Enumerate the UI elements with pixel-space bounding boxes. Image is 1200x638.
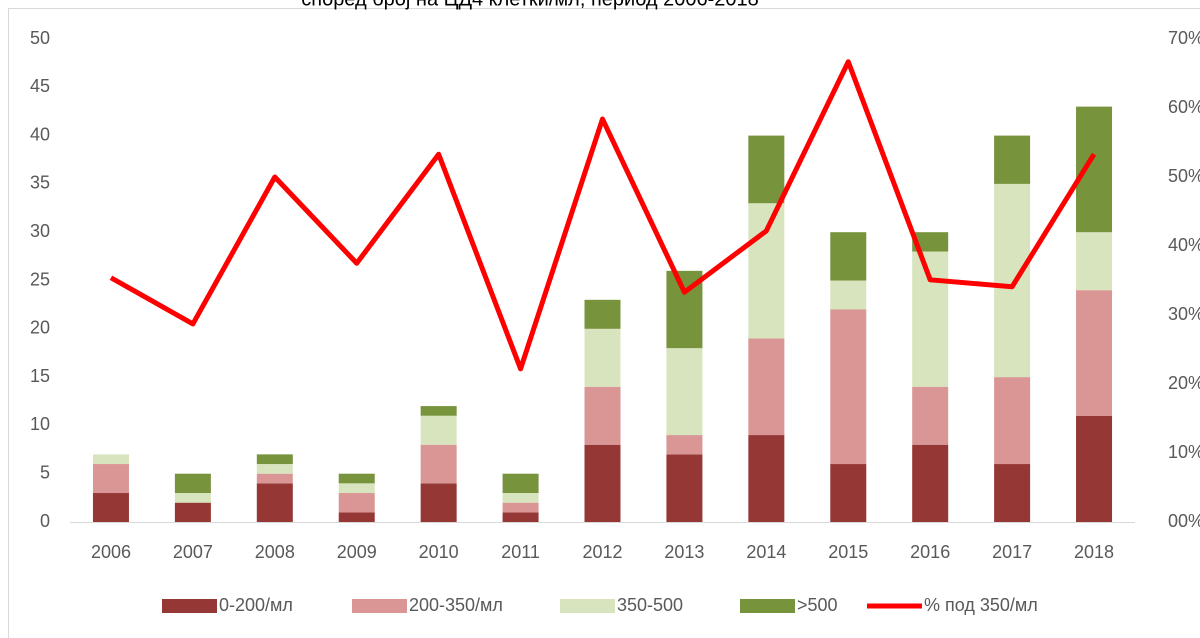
- legend-label: 0-200/мл: [219, 595, 293, 615]
- legend-swatch: [352, 599, 407, 613]
- y2-tick-label: 50%: [1168, 166, 1200, 186]
- legend-label: % под 350/мл: [924, 595, 1038, 615]
- y-tick-label: 20: [30, 318, 50, 338]
- y-tick-label: 25: [30, 269, 50, 289]
- line-series: [109, 59, 1097, 372]
- bar-segment: [420, 483, 457, 522]
- legend-swatch: [560, 599, 615, 613]
- legend-label: 200-350/мл: [409, 595, 503, 615]
- bar-segment: [174, 502, 211, 522]
- y-tick-label: 40: [30, 124, 50, 144]
- bar-segment: [912, 251, 949, 387]
- x-tick-label: 2009: [337, 542, 377, 562]
- y-tick-label: 30: [30, 221, 50, 241]
- bar-segment: [994, 183, 1031, 378]
- chart-title: според број на ЦД4 клетки/мл, период 200…: [301, 0, 759, 10]
- bar-segment: [748, 338, 785, 436]
- bar-segment: [748, 203, 785, 339]
- bar-segment: [502, 493, 539, 503]
- x-tick-label: 2015: [828, 542, 868, 562]
- bar-segment: [420, 406, 457, 416]
- bar-segment: [174, 493, 211, 503]
- bar-segment: [584, 328, 621, 387]
- legend-swatch: [162, 599, 217, 613]
- bar-segment: [830, 280, 867, 310]
- bar-segment: [584, 299, 621, 329]
- bar-segment: [1076, 290, 1113, 416]
- y2-tick-label: 20%: [1168, 373, 1200, 393]
- bar-segment: [92, 464, 129, 494]
- bar-segment: [420, 415, 457, 445]
- bar-segment: [338, 493, 375, 513]
- bar-segment: [502, 502, 539, 513]
- bar-segment: [1076, 106, 1113, 233]
- chart-frame: [8, 8, 1200, 638]
- y2-tick-label: 30%: [1168, 304, 1200, 324]
- bar-segment: [666, 454, 703, 522]
- y-tick-label: 0: [40, 511, 50, 531]
- bar-segment: [666, 348, 703, 436]
- y-tick-label: 10: [30, 414, 50, 434]
- bar-segment: [830, 464, 867, 522]
- bar-segment: [584, 444, 621, 522]
- x-tick-label: 2013: [664, 542, 704, 562]
- bar-segment: [912, 232, 949, 252]
- y2-tick-label: 10%: [1168, 442, 1200, 462]
- x-tick-label: 2008: [255, 542, 295, 562]
- bar-segment: [748, 435, 785, 522]
- bar-segment: [994, 135, 1031, 184]
- bar-segment: [256, 473, 293, 484]
- bar-segment: [502, 473, 539, 494]
- y2-tick-label: 70%: [1168, 28, 1200, 48]
- bar-segment: [994, 377, 1031, 465]
- bar-segment: [92, 493, 129, 522]
- y-tick-label: 35: [30, 173, 50, 193]
- bar-segment: [912, 444, 949, 522]
- x-tick-label: 2017: [992, 542, 1032, 562]
- bar-segment: [420, 444, 457, 484]
- y2-tick-label: 00%: [1168, 511, 1200, 531]
- bar-segment: [1076, 232, 1113, 291]
- bar-segment: [338, 512, 375, 522]
- bar-segment: [584, 386, 621, 445]
- bar-segment: [830, 232, 867, 281]
- x-tick-label: 2018: [1074, 542, 1114, 562]
- y-tick-label: 45: [30, 76, 50, 96]
- y2-tick-label: 60%: [1168, 97, 1200, 117]
- x-tick-label: 2012: [582, 542, 622, 562]
- bar-segment: [830, 309, 867, 465]
- bar-segment: [256, 454, 293, 465]
- legend-swatch: [740, 599, 795, 613]
- x-tick-label: 2006: [91, 542, 131, 562]
- x-tick-label: 2016: [910, 542, 950, 562]
- bar-segment: [502, 512, 539, 522]
- x-tick-label: 2014: [746, 542, 786, 562]
- bar-segment: [256, 464, 293, 474]
- x-tick-label: 2011: [501, 542, 540, 562]
- bar-segment: [256, 483, 293, 522]
- y2-tick-label: 40%: [1168, 235, 1200, 255]
- legend-label: >500: [797, 595, 838, 615]
- y-tick-label: 15: [30, 366, 50, 386]
- bar-segment: [174, 473, 211, 494]
- x-tick-label: 2010: [419, 542, 459, 562]
- bar-segment: [912, 386, 949, 445]
- bar-segment: [666, 435, 703, 455]
- y-tick-label: 50: [30, 28, 50, 48]
- bar-segment: [338, 483, 375, 494]
- bar-segment: [1076, 415, 1113, 522]
- bar-segment: [92, 454, 129, 465]
- bar-segment: [994, 464, 1031, 522]
- legend-label: 350-500: [617, 595, 683, 615]
- bar-segment: [338, 473, 375, 484]
- y-tick-label: 5: [40, 462, 50, 482]
- bar-segment: [748, 135, 785, 204]
- x-tick-label: 2007: [173, 542, 213, 562]
